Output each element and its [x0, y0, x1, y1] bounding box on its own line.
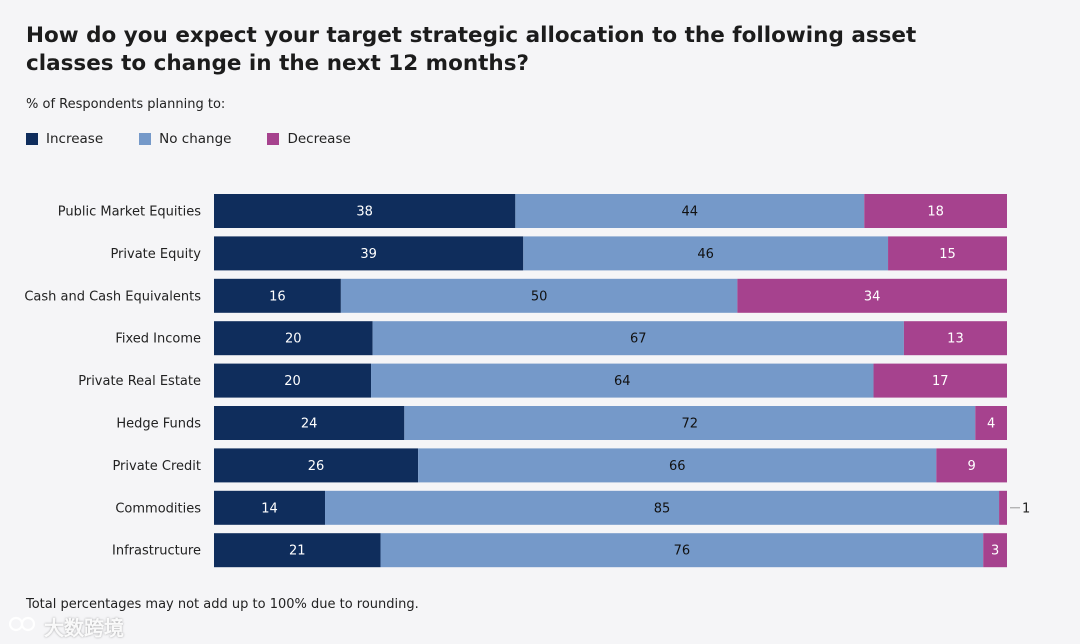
bar-increase-private-equity [214, 236, 524, 271]
data-label-no-change-commodities: 85 [654, 501, 671, 516]
data-label-decrease-private-real-estate: 17 [932, 374, 949, 389]
legend-label-increase: Increase [46, 131, 104, 147]
bar-decrease-private-credit [936, 448, 1007, 483]
data-label-increase-public-market-equities: 38 [356, 205, 373, 220]
legend-label-decrease: Decrease [287, 131, 351, 147]
data-label-decrease-commodities: 1 [1022, 501, 1030, 516]
bar-decrease-private-equity [888, 236, 1007, 271]
data-label-decrease-public-market-equities: 18 [927, 205, 944, 220]
legend-item-decrease: Decrease [267, 131, 351, 147]
legend: Increase No change Decrease [26, 131, 387, 147]
data-label-decrease-hedge-funds: 4 [987, 417, 995, 432]
bar-no-change-hedge-funds [404, 406, 976, 440]
bar-increase-infrastructure [214, 533, 381, 568]
bar-no-change-private-equity [523, 236, 889, 271]
category-label-hedge-funds: Hedge Funds [116, 417, 201, 432]
bar-increase-cash-and-cash-equivalents [214, 278, 341, 313]
bar-no-change-public-market-equities [515, 194, 865, 228]
data-label-no-change-private-equity: 46 [697, 247, 714, 262]
bar-no-change-fixed-income [372, 321, 904, 356]
watermark-logo-icon [8, 614, 38, 639]
bar-decrease-commodities [999, 490, 1007, 525]
bar-decrease-public-market-equities [864, 194, 1007, 228]
bar-no-change-cash-and-cash-equivalents [340, 278, 738, 313]
data-label-increase-infrastructure: 21 [289, 544, 306, 559]
legend-item-increase: Increase [26, 131, 103, 147]
data-label-increase-private-equity: 39 [360, 247, 377, 262]
data-label-increase-private-credit: 26 [308, 459, 325, 474]
data-label-no-change-hedge-funds: 72 [682, 417, 699, 432]
legend-swatch-increase [26, 133, 38, 145]
category-label-commodities: Commodities [115, 501, 201, 516]
bar-no-change-commodities [325, 490, 1000, 525]
data-label-no-change-cash-and-cash-equivalents: 50 [531, 289, 548, 304]
bar-increase-private-credit [214, 448, 419, 483]
data-label-increase-private-real-estate: 20 [284, 374, 301, 389]
bar-increase-public-market-equities [214, 194, 516, 228]
bar-decrease-hedge-funds [975, 406, 1007, 440]
data-label-increase-hedge-funds: 24 [301, 417, 318, 432]
data-label-no-change-private-real-estate: 64 [614, 374, 631, 389]
data-label-no-change-infrastructure: 76 [674, 544, 691, 559]
bar-no-change-private-real-estate [371, 363, 874, 398]
category-label-public-market-equities: Public Market Equities [58, 205, 201, 220]
data-label-increase-fixed-income: 20 [285, 332, 302, 347]
data-label-no-change-public-market-equities: 44 [682, 205, 699, 220]
bar-decrease-private-real-estate [873, 363, 1007, 398]
data-label-increase-commodities: 14 [261, 501, 278, 516]
category-label-private-credit: Private Credit [112, 459, 201, 474]
category-label-private-real-estate: Private Real Estate [78, 374, 201, 389]
bar-decrease-fixed-income [903, 321, 1007, 356]
watermark: 大数跨境 [8, 612, 124, 641]
chart-title: How do you expect your target strategic … [26, 23, 917, 76]
data-label-no-change-fixed-income: 67 [630, 332, 647, 347]
bar-decrease-cash-and-cash-equivalents [737, 278, 1007, 313]
data-label-decrease-cash-and-cash-equivalents: 34 [864, 289, 881, 304]
data-label-decrease-fixed-income: 13 [947, 332, 964, 347]
chart-subtitle: % of Respondents planning to: [26, 97, 226, 112]
bar-decrease-infrastructure [983, 533, 1007, 568]
bar-increase-commodities [214, 490, 326, 525]
category-label-private-equity: Private Equity [110, 247, 201, 262]
data-label-increase-cash-and-cash-equivalents: 16 [269, 289, 286, 304]
bar-increase-hedge-funds [214, 406, 405, 440]
bar-no-change-private-credit [418, 448, 937, 483]
legend-swatch-decrease [267, 133, 280, 145]
bar-increase-private-real-estate [214, 363, 372, 398]
category-label-cash-and-cash-equivalents: Cash and Cash Equivalents [24, 289, 201, 304]
legend-item-no-change: No change [139, 131, 231, 147]
category-label-infrastructure: Infrastructure [112, 544, 201, 559]
data-label-decrease-private-equity: 15 [939, 247, 956, 262]
legend-swatch-no-change [139, 133, 152, 145]
bar-no-change-infrastructure [380, 533, 984, 568]
footnote: Total percentages may not add up to 100%… [26, 597, 419, 612]
legend-label-no-change: No change [159, 131, 232, 147]
data-label-decrease-private-credit: 9 [968, 459, 976, 474]
data-label-decrease-infrastructure: 3 [991, 544, 999, 559]
category-label-fixed-income: Fixed Income [115, 332, 201, 347]
data-label-no-change-private-credit: 66 [669, 459, 686, 474]
watermark-text: 大数跨境 [44, 616, 124, 640]
bar-increase-fixed-income [214, 321, 373, 356]
